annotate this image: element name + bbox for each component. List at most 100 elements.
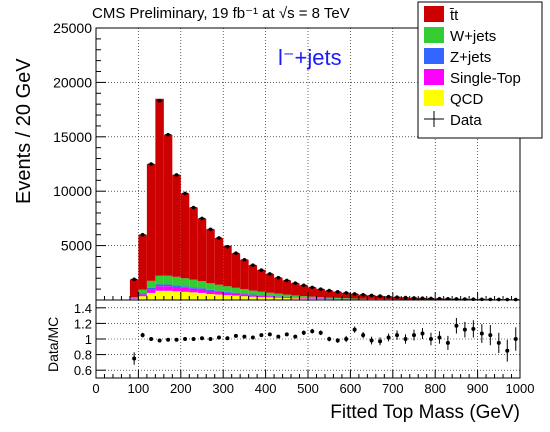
bar-t-t bbox=[324, 290, 334, 298]
bar-single-top bbox=[163, 286, 173, 291]
bar-qcd bbox=[316, 298, 325, 300]
bar-single-top bbox=[155, 286, 164, 291]
bar-w-jets bbox=[214, 284, 224, 291]
ratio-point bbox=[352, 327, 357, 332]
data-point bbox=[242, 257, 247, 262]
bar-w-jets bbox=[138, 289, 147, 294]
bar-qcd bbox=[172, 291, 181, 300]
y-tick-label: 10000 bbox=[53, 183, 92, 199]
x-tick-label: 0 bbox=[92, 381, 99, 396]
bar-qcd bbox=[129, 298, 139, 300]
data-point bbox=[488, 297, 493, 302]
bar-single-top bbox=[189, 288, 198, 293]
data-point bbox=[318, 287, 323, 291]
ratio-point bbox=[191, 337, 196, 341]
x-tick-label: 600 bbox=[340, 381, 362, 396]
legend-label: Single-Top bbox=[450, 70, 521, 87]
bar-w-jets bbox=[341, 298, 351, 299]
bar-w-jets bbox=[129, 297, 139, 299]
ratio-point bbox=[327, 337, 332, 341]
data-point bbox=[293, 281, 298, 285]
ratio-point bbox=[276, 334, 281, 339]
stacked-bars bbox=[129, 98, 520, 300]
legend-swatch bbox=[424, 48, 444, 64]
bar-qcd bbox=[248, 296, 258, 300]
bar-w-jets bbox=[282, 294, 292, 297]
bar-qcd bbox=[308, 298, 317, 300]
bar-w-jets bbox=[265, 292, 275, 296]
ratio-point bbox=[140, 333, 145, 338]
legend: t̄t W+jets Z+jets Single-Top QCD Data bbox=[417, 1, 543, 139]
bar-w-jets bbox=[189, 279, 198, 288]
bar-t-t bbox=[316, 289, 325, 298]
data-point bbox=[344, 291, 348, 295]
bar-single-top bbox=[274, 296, 283, 298]
ratio-point bbox=[216, 335, 221, 340]
ratio-point bbox=[259, 333, 264, 338]
bar-qcd bbox=[274, 297, 283, 300]
bar-t-t bbox=[257, 269, 266, 292]
data-point bbox=[378, 294, 382, 298]
ratio-point bbox=[403, 337, 408, 341]
legend-swatch bbox=[424, 27, 444, 43]
data-point bbox=[395, 295, 399, 299]
legend-swatch bbox=[424, 6, 444, 22]
x-axis-label: Fitted Top Mass (GeV) bbox=[330, 402, 520, 423]
bar-single-top bbox=[223, 292, 232, 296]
data-point bbox=[217, 236, 221, 240]
ratio-point bbox=[479, 331, 484, 336]
bar-qcd bbox=[265, 297, 275, 300]
ratio-point bbox=[386, 335, 391, 340]
data-point bbox=[301, 283, 306, 288]
legend-label: Data bbox=[450, 112, 482, 129]
bar-single-top bbox=[172, 286, 181, 292]
data-point bbox=[361, 292, 365, 297]
bar-single-top bbox=[138, 294, 147, 297]
ratio-point bbox=[310, 329, 315, 334]
bar-t-t bbox=[358, 294, 368, 299]
bar-w-jets bbox=[146, 280, 156, 288]
ratio-point bbox=[335, 338, 340, 343]
bar-z-jets bbox=[172, 285, 181, 287]
bar-w-jets bbox=[155, 275, 164, 285]
data-point bbox=[183, 191, 187, 196]
ratio-point bbox=[395, 333, 400, 338]
bar-z-jets bbox=[155, 284, 164, 287]
bar-t-t bbox=[240, 259, 249, 290]
ratio-point bbox=[242, 334, 247, 339]
ratio-axis-label: Data/MC bbox=[45, 317, 61, 372]
ratio-point bbox=[183, 337, 188, 341]
bar-t-t bbox=[350, 293, 359, 299]
bar-t-t bbox=[163, 134, 173, 276]
bar-single-top bbox=[146, 289, 156, 293]
bar-w-jets bbox=[299, 296, 308, 298]
ratio-point bbox=[471, 326, 476, 331]
legend-swatch bbox=[424, 90, 444, 106]
bar-t-t bbox=[146, 164, 156, 281]
bar-single-top bbox=[265, 296, 275, 298]
data-point bbox=[335, 290, 340, 294]
bar-t-t bbox=[265, 273, 275, 293]
bar-z-jets bbox=[189, 287, 198, 289]
ratio-point bbox=[454, 323, 459, 328]
x-tick-label: 200 bbox=[170, 381, 192, 396]
bar-single-top bbox=[248, 295, 258, 297]
bar-t-t bbox=[155, 98, 164, 276]
bar-w-jets bbox=[248, 290, 258, 295]
ratio-y-tick-label: 1 bbox=[85, 332, 92, 347]
ratio-point bbox=[318, 330, 323, 335]
ratio-point bbox=[428, 337, 433, 341]
ratio-point bbox=[267, 332, 272, 337]
ratio-point bbox=[301, 330, 306, 335]
ratio-point bbox=[505, 348, 510, 353]
bar-single-top bbox=[231, 293, 241, 296]
data-point bbox=[208, 227, 213, 232]
bar-z-jets bbox=[231, 292, 241, 294]
bar-t-t bbox=[197, 218, 207, 282]
bar-single-top bbox=[299, 297, 308, 299]
bar-t-t bbox=[172, 174, 181, 277]
data-point bbox=[497, 297, 501, 302]
bar-t-t bbox=[223, 245, 232, 287]
chart-title: CMS Preliminary, 19 fb⁻¹ at √s = 8 TeV bbox=[92, 5, 350, 22]
data-point bbox=[140, 232, 145, 237]
